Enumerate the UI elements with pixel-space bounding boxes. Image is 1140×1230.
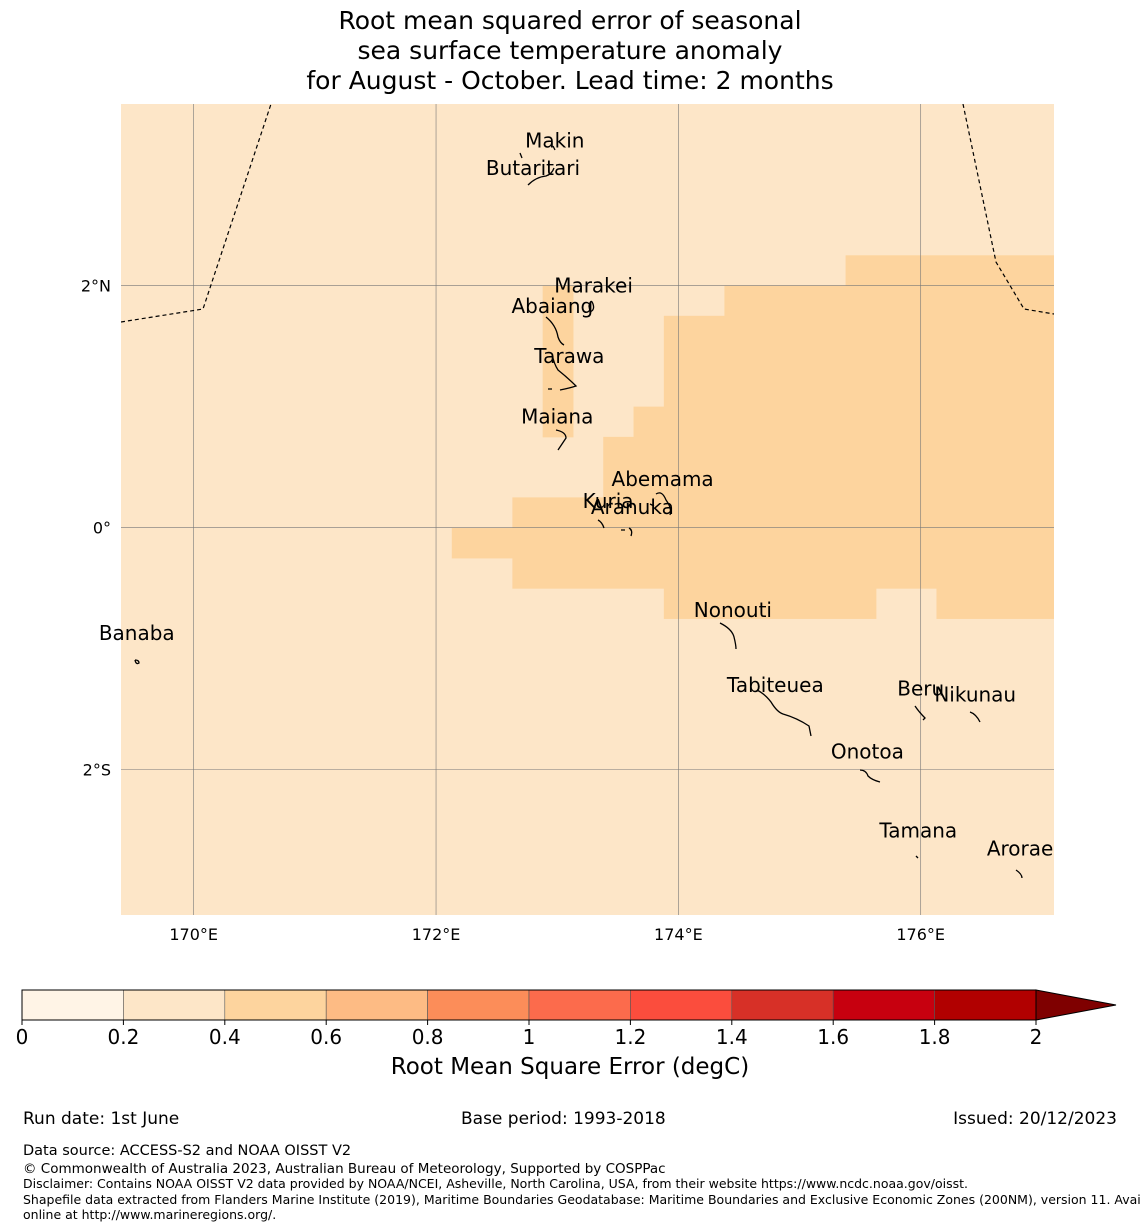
place-label-onotoa: Onotoa bbox=[831, 740, 904, 764]
island-outline-nonouti bbox=[719, 622, 737, 650]
place-label-kuria: Kuria bbox=[583, 489, 634, 513]
island-outlines bbox=[134, 145, 1023, 879]
island-outline-aranuka bbox=[621, 527, 633, 537]
colorbar-tick-label: 1.8 bbox=[919, 1025, 951, 1049]
island-outline-abemama bbox=[649, 492, 672, 516]
rmse-cell-8 bbox=[512, 557, 1054, 589]
colorbar-swatch-1 bbox=[123, 989, 226, 1021]
lon-tick-label: 172°E bbox=[412, 925, 461, 944]
rmse-cell-4 bbox=[633, 406, 1054, 438]
rmse-cell-10 bbox=[936, 588, 1054, 619]
shapefile-credit: Shapefile data extracted from Flanders M… bbox=[23, 1192, 1140, 1207]
map-figure: 2°N 0° 2°S 170°E 172°E 174°E 176°E Makin Butari… bbox=[16, 104, 1117, 1049]
place-label-marakei: Marakei bbox=[554, 274, 633, 298]
rmse-cell-1 bbox=[845, 255, 1054, 287]
lon-tick-label: 170°E bbox=[169, 925, 218, 944]
island-outline-butaritari bbox=[527, 167, 555, 186]
place-label-maiana: Maiana bbox=[521, 404, 593, 428]
place-label-tarawa: Tarawa bbox=[533, 344, 604, 368]
place-label-butaritari: Butaritari bbox=[486, 156, 580, 180]
rmse-cell-9 bbox=[663, 588, 877, 619]
lon-tick-label: 174°E bbox=[654, 925, 703, 944]
island-outline-maiana bbox=[555, 429, 567, 451]
graticule bbox=[121, 104, 1054, 915]
colorbar-swatch-9 bbox=[934, 989, 1037, 1021]
colorbar-tick-label: 0.8 bbox=[412, 1025, 444, 1049]
copyright-notice: © Commonwealth of Australia 2023, Austra… bbox=[23, 1161, 666, 1177]
issued-date: Issued: 20/12/2023 bbox=[953, 1109, 1117, 1129]
lat-tick-label: 0° bbox=[93, 519, 111, 538]
island-outline-marakei bbox=[588, 300, 595, 313]
rmse-cell-7 bbox=[451, 527, 1054, 559]
place-label-nikunau: Nikunau bbox=[934, 683, 1016, 707]
colorbar-swatch-0 bbox=[21, 989, 124, 1021]
colorbar-tick-labels: 0 0.2 0.4 0.6 0.8 1 1.2 1.4 1.6 1.8 2 bbox=[16, 1020, 1043, 1049]
colorbar-tick-label: 1.6 bbox=[817, 1025, 849, 1049]
colorbar-swatch-4 bbox=[427, 989, 530, 1021]
island-outline-tamana bbox=[915, 855, 919, 859]
title-line-1: Root mean squared error of seasonal bbox=[338, 6, 802, 35]
lat-tick-label: 2°S bbox=[83, 761, 111, 780]
colorbar-label: Root Mean Square Error (degC) bbox=[390, 1054, 750, 1080]
axis-tick-labels: 2°N 0° 2°S 170°E 172°E 174°E 176°E bbox=[81, 277, 945, 944]
colorbar-tick-label: 1.2 bbox=[614, 1025, 646, 1049]
title-line-3: for August - October. Lead time: 2 month… bbox=[306, 66, 834, 95]
colorbar-swatch-2 bbox=[224, 989, 327, 1021]
colorbar: 0 0.2 0.4 0.6 0.8 1 1.2 1.4 1.6 1.8 2 bbox=[16, 989, 1117, 1049]
rmse-cell-3 bbox=[663, 315, 1054, 408]
lat-tick-label: 2°N bbox=[81, 277, 111, 296]
place-label-tamana: Tamana bbox=[878, 818, 957, 842]
lon-tick-label: 176°E bbox=[896, 925, 945, 944]
colorbar-tick-label: 2 bbox=[1030, 1025, 1043, 1049]
place-label-abemama: Abemama bbox=[612, 467, 714, 491]
place-label-banaba: Banaba bbox=[99, 621, 175, 645]
colorbar-swatch-5 bbox=[528, 989, 631, 1021]
colorbar-tick-label: 0.6 bbox=[310, 1025, 342, 1049]
eez-boundary-east bbox=[962, 104, 1054, 315]
colorbar-tick-label: 0.4 bbox=[209, 1025, 241, 1049]
place-label-nonouti: Nonouti bbox=[694, 598, 772, 622]
colorbar-swatch-6 bbox=[630, 989, 733, 1021]
island-outline-arorae bbox=[1015, 869, 1023, 879]
run-date: Run date: 1st June bbox=[23, 1109, 180, 1129]
colorbar-extend-arrow bbox=[1035, 989, 1117, 1021]
island-outline-banaba bbox=[134, 659, 140, 665]
place-label-arorae: Arorae bbox=[987, 836, 1053, 860]
colorbar-tick-label: 0 bbox=[16, 1025, 29, 1049]
place-label-makin: Makin bbox=[525, 128, 584, 152]
rmse-cell-0 bbox=[542, 285, 574, 438]
island-outline-abaiang bbox=[545, 316, 565, 346]
place-label-abaiang: Abaiang bbox=[511, 294, 593, 318]
island-outline-tarawa bbox=[548, 353, 578, 391]
island-outline-onotoa bbox=[859, 769, 881, 783]
rmse-cell-6 bbox=[512, 497, 1054, 529]
island-outline-tabiteuea bbox=[756, 689, 812, 737]
colorbar-swatch-8 bbox=[832, 989, 935, 1021]
island-outline-nikunau bbox=[969, 711, 981, 723]
colorbar-tick-label: 1 bbox=[523, 1025, 536, 1049]
colorbar-swatch-3 bbox=[325, 989, 428, 1021]
island-outline-beru bbox=[914, 705, 926, 721]
disclaimer: Disclaimer: Contains NOAA OISST V2 data … bbox=[23, 1176, 968, 1191]
rmse-cells bbox=[451, 255, 1054, 619]
colorbar-swatch-7 bbox=[731, 989, 834, 1021]
place-label-beru: Beru bbox=[897, 677, 944, 701]
base-period: Base period: 1993-2018 bbox=[461, 1109, 666, 1129]
place-label-tabiteuea: Tabiteuea bbox=[726, 673, 824, 697]
map-title: Root mean squared error of seasonal sea … bbox=[0, 6, 1140, 96]
rmse-cell-2 bbox=[724, 285, 1054, 317]
shapefile-url: online at http://www.marineregions.org/. bbox=[23, 1207, 277, 1222]
colorbar-tick-label: 0.2 bbox=[107, 1025, 139, 1049]
colorbar-tick-label: 1.4 bbox=[716, 1025, 748, 1049]
data-source: Data source: ACCESS-S2 and NOAA OISST V2 bbox=[23, 1143, 352, 1159]
island-outline-makin bbox=[519, 145, 556, 159]
eez-boundaries bbox=[121, 104, 1054, 323]
colorbar-swatches bbox=[21, 989, 1037, 1021]
place-label-aranuka: Aranuka bbox=[591, 495, 674, 519]
title-line-2: sea surface temperature anomaly bbox=[357, 36, 783, 65]
island-outline-kuria bbox=[597, 519, 605, 529]
eez-boundary-west bbox=[121, 104, 272, 323]
